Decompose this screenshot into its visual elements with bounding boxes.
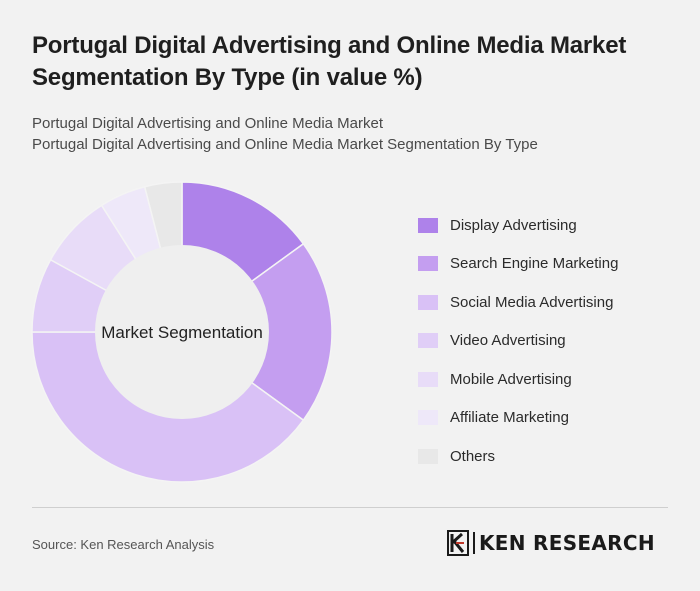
legend-item: Affiliate Marketing xyxy=(418,399,688,438)
legend-label: Mobile Advertising xyxy=(450,370,572,388)
source-text: Source: Ken Research Analysis xyxy=(32,537,215,552)
subtitle-line-2: Portugal Digital Advertising and Online … xyxy=(32,136,538,153)
legend-swatch xyxy=(418,371,438,387)
legend-label: Affiliate Marketing xyxy=(450,409,569,427)
legend-item: Search Engine Marketing xyxy=(418,245,688,284)
legend-swatch xyxy=(418,217,438,233)
logo-separator xyxy=(473,532,475,554)
legend-label: Others xyxy=(450,447,496,465)
legend-swatch xyxy=(418,256,438,272)
legend-swatch xyxy=(418,333,438,349)
chart-title: Portugal Digital Advertising and Online … xyxy=(32,32,627,91)
legend-swatch xyxy=(418,294,438,310)
ken-research-logo-mark-icon xyxy=(447,530,469,556)
legend-label: Video Advertising xyxy=(450,332,566,350)
center-label: Market Segmentation xyxy=(101,323,263,342)
chart-subtitle: Portugal Digital Advertising and Online … xyxy=(32,113,672,155)
ken-research-logo: KEN RESEARCH xyxy=(447,530,655,556)
legend-label: Social Media Advertising xyxy=(450,293,614,311)
subtitle-line-1: Portugal Digital Advertising and Online … xyxy=(32,115,384,132)
legend-swatch xyxy=(418,410,438,426)
legend-label: Display Advertising xyxy=(450,216,577,234)
legend-item: Social Media Advertising xyxy=(418,283,688,322)
legend-item: Mobile Advertising xyxy=(418,360,688,399)
legend-swatch xyxy=(418,448,438,464)
legend-item: Display Advertising xyxy=(418,206,688,245)
donut-chart: Market Segmentation xyxy=(31,181,333,483)
legend-label: Search Engine Marketing xyxy=(450,255,619,273)
legend-item: Others xyxy=(418,437,688,476)
chart-legend: Display Advertising Search Engine Marketi… xyxy=(418,206,688,476)
footer-divider xyxy=(32,507,668,508)
legend-item: Video Advertising xyxy=(418,322,688,361)
donut-hole xyxy=(95,245,269,419)
logo-text: KEN RESEARCH xyxy=(479,531,655,555)
